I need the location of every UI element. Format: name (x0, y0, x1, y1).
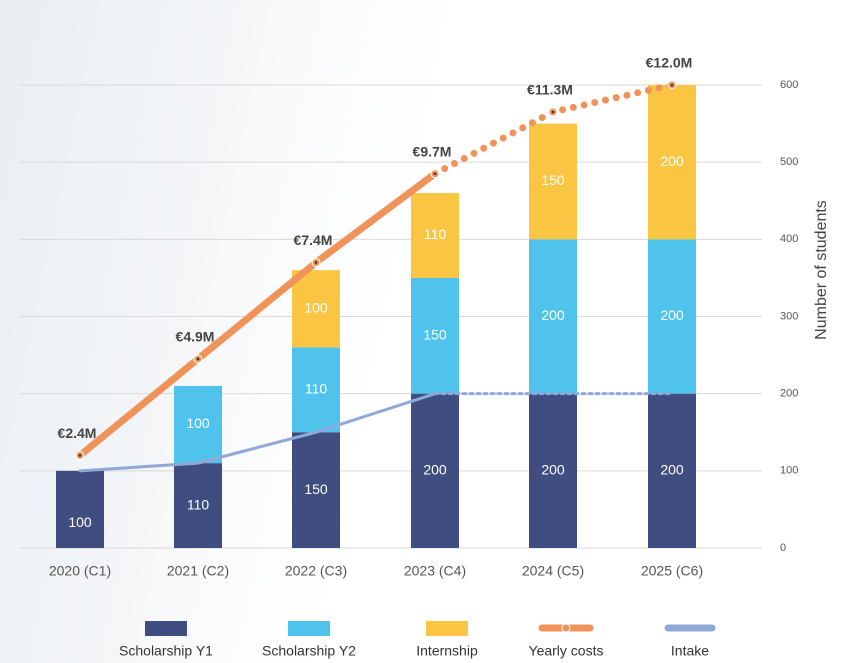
x-tick-label: 2020 (C1) (49, 563, 111, 579)
x-tick-label: 2023 (C4) (404, 563, 466, 579)
line-point-dot (315, 261, 318, 264)
line-point-dot (79, 454, 82, 457)
bar-value-label: 200 (660, 153, 684, 169)
line-point-dot (434, 172, 437, 175)
bar-value-label: 110 (424, 226, 447, 242)
bar-value-label: 110 (305, 381, 328, 397)
bar-value-label: 100 (68, 514, 92, 530)
legend-label: Scholarship Y2 (262, 643, 356, 659)
chart: Number of students 0 100 200 300 400 500 600 20… (0, 0, 845, 663)
bar-value-label: 100 (186, 415, 210, 431)
x-tick-label: 2022 (C3) (285, 563, 347, 579)
value-label: €9.7M (413, 143, 452, 159)
value-label: €12.0M (646, 55, 693, 71)
bar-value-label: 150 (423, 326, 447, 342)
bar-value-label: 200 (541, 462, 565, 478)
value-label: €7.4M (294, 232, 333, 248)
y-tick-label: 400 (780, 233, 798, 245)
y-tick-label: 200 (780, 388, 798, 400)
y-tick-label: 600 (780, 79, 798, 91)
y-tick-label: 100 (780, 465, 798, 477)
bar-segment (56, 471, 104, 548)
x-tick-label: 2021 (C2) (167, 563, 229, 579)
legend-swatch-dot (562, 624, 570, 632)
bar-value-label: 150 (304, 481, 328, 497)
legend-label: Scholarship Y1 (119, 643, 213, 659)
y-axis-title: Number of students (813, 200, 830, 340)
legend-swatch (426, 621, 468, 636)
line-point-dot (197, 358, 200, 361)
bar-value-label: 200 (541, 307, 565, 323)
bar-value-label: 150 (541, 172, 565, 188)
legend-swatch (288, 621, 330, 636)
bar-value-label: 110 (187, 496, 210, 512)
bar-value-label: 200 (660, 307, 684, 323)
legend-label: Yearly costs (529, 643, 604, 659)
legend-swatch (145, 621, 187, 636)
y-tick-label: 500 (780, 156, 798, 168)
x-tick-label: 2024 (C5) (522, 563, 584, 579)
bar-value-label: 100 (304, 299, 328, 315)
value-label: €11.3M (527, 82, 573, 98)
value-label: €4.9M (176, 329, 215, 345)
legend-label: Internship (416, 643, 478, 659)
bar-value-label: 200 (423, 462, 447, 478)
legend-label: Intake (671, 643, 709, 659)
line-point-dot (552, 111, 555, 114)
line-point-dot (671, 84, 674, 87)
bar-value-label: 200 (660, 462, 684, 478)
value-label: €2.4M (58, 425, 97, 441)
y-tick-label: 300 (780, 310, 798, 322)
y-tick-label: 0 (780, 542, 786, 554)
x-tick-label: 2025 (C6) (641, 563, 703, 579)
